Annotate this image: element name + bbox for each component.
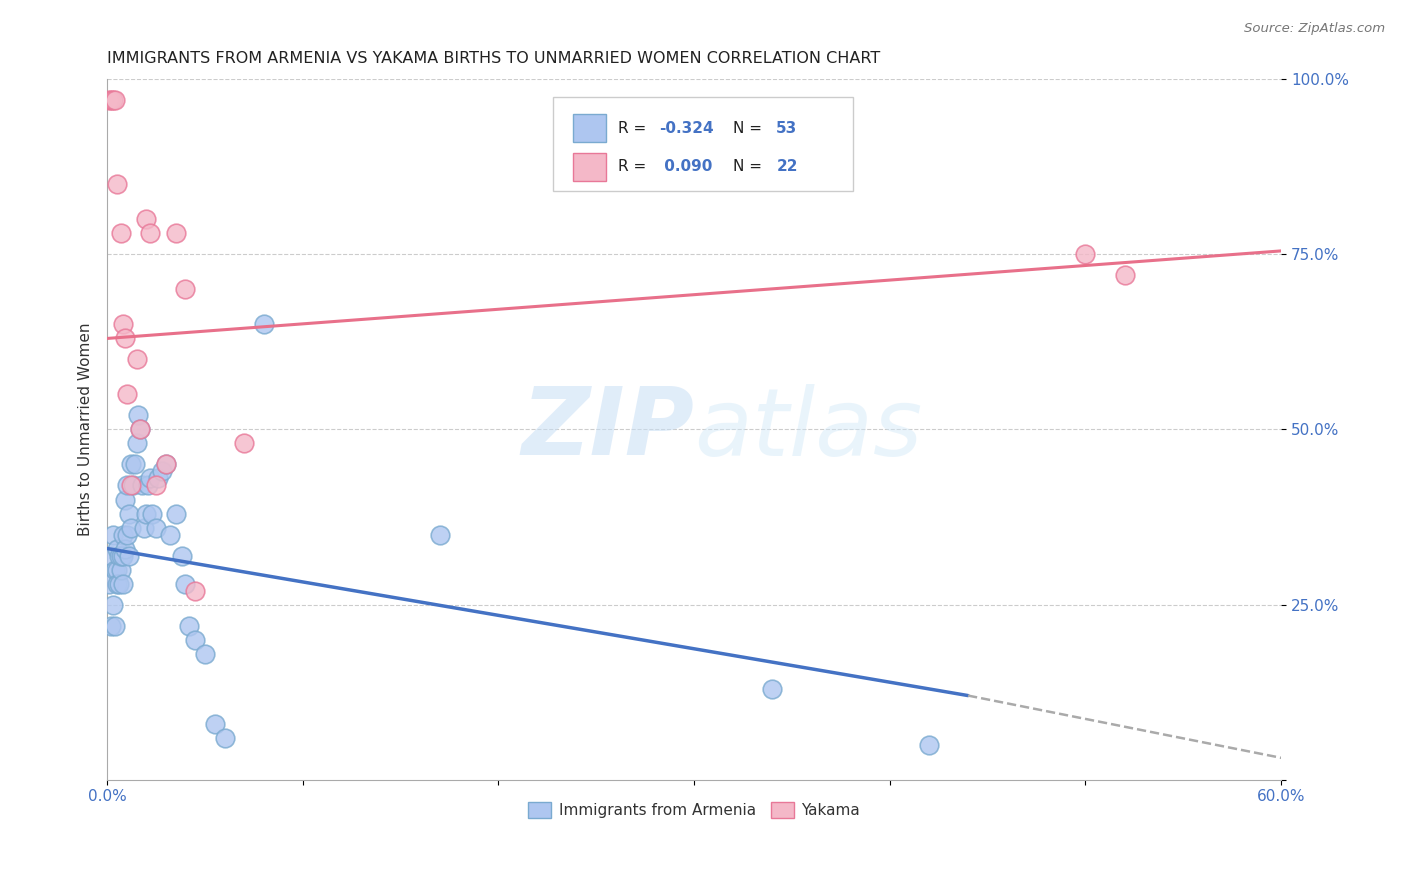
Point (150, 465, 173, 479)
Point (120, 458, 142, 472)
Point (100, 94, 122, 108)
Point (174, 282, 197, 296)
Point (111, 576, 134, 591)
Point (179, 618, 201, 632)
Point (108, 576, 131, 591)
Point (127, 409, 149, 423)
Point (98, 94, 121, 108)
Point (170, 549, 193, 563)
FancyBboxPatch shape (574, 153, 606, 181)
Point (101, 598, 124, 612)
Point (145, 478, 167, 492)
Text: 53: 53 (776, 120, 797, 136)
Y-axis label: Births to Unmarried Women: Births to Unmarried Women (79, 323, 93, 536)
Point (110, 549, 132, 563)
Point (134, 520, 156, 534)
Point (165, 227, 187, 241)
Point (184, 583, 207, 598)
Point (184, 632, 207, 647)
Point (101, 527, 124, 541)
Point (135, 212, 157, 227)
Text: atlas: atlas (695, 384, 922, 475)
Point (118, 507, 141, 521)
Text: 22: 22 (776, 160, 797, 174)
Point (159, 527, 181, 541)
Point (114, 541, 136, 556)
Point (111, 318, 134, 332)
Point (233, 436, 256, 450)
Point (214, 731, 236, 745)
Text: R =: R = (617, 120, 647, 136)
Point (918, 738, 941, 752)
Legend: Immigrants from Armenia, Yakama: Immigrants from Armenia, Yakama (522, 797, 866, 824)
FancyBboxPatch shape (574, 114, 606, 143)
Point (129, 422, 152, 436)
Point (125, 436, 148, 450)
Point (155, 458, 177, 472)
Point (100, 549, 122, 563)
Point (110, 227, 132, 241)
Text: 0.090: 0.090 (659, 160, 713, 174)
Text: ZIP: ZIP (522, 384, 695, 475)
Point (105, 541, 128, 556)
Point (108, 549, 131, 563)
Point (1074, 247, 1097, 261)
Point (124, 458, 146, 472)
Point (104, 618, 127, 632)
Text: N =: N = (733, 120, 762, 136)
Text: IMMIGRANTS FROM ARMENIA VS YAKAMA BIRTHS TO UNMARRIED WOMEN CORRELATION CHART: IMMIGRANTS FROM ARMENIA VS YAKAMA BIRTHS… (107, 51, 880, 66)
Text: Source: ZipAtlas.com: Source: ZipAtlas.com (1244, 22, 1385, 36)
Point (111, 549, 134, 563)
Point (145, 520, 167, 534)
Point (165, 507, 187, 521)
Point (105, 562, 128, 576)
Point (121, 478, 143, 492)
Point (174, 576, 197, 591)
Text: R =: R = (617, 160, 647, 174)
Point (204, 716, 226, 731)
Point (100, 618, 122, 632)
Point (104, 562, 127, 576)
Point (118, 549, 141, 563)
Point (155, 458, 177, 472)
Point (131, 478, 153, 492)
Point (115, 527, 138, 541)
Point (105, 178, 128, 192)
Point (125, 352, 148, 367)
Point (114, 492, 136, 507)
FancyBboxPatch shape (553, 97, 852, 192)
Point (101, 94, 124, 108)
Point (120, 478, 142, 492)
Point (141, 507, 163, 521)
Point (136, 478, 159, 492)
Point (194, 647, 217, 661)
Point (114, 331, 136, 345)
Point (115, 478, 138, 492)
Point (111, 527, 134, 541)
Text: N =: N = (733, 160, 762, 174)
Point (146, 471, 169, 485)
Point (105, 576, 128, 591)
Point (761, 681, 783, 696)
Point (139, 227, 162, 241)
Point (129, 422, 152, 436)
Point (104, 94, 127, 108)
Point (98, 576, 121, 591)
Point (120, 520, 142, 534)
Point (135, 507, 157, 521)
Point (253, 318, 276, 332)
Point (429, 527, 451, 541)
Point (139, 471, 162, 485)
Point (1114, 268, 1136, 283)
Point (115, 387, 138, 401)
Point (110, 562, 132, 576)
Text: -0.324: -0.324 (659, 120, 713, 136)
